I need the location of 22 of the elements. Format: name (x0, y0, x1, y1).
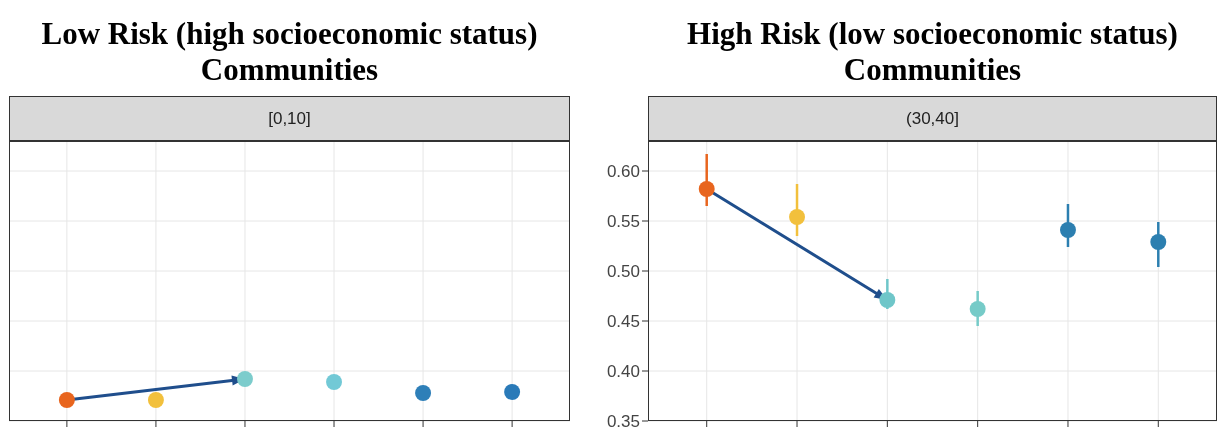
point (147, 392, 164, 408)
point (879, 292, 896, 308)
point (237, 371, 253, 387)
chart-subtitle: [0,10] (9, 96, 570, 141)
point (1060, 222, 1076, 238)
y-tick-label: 0.55 (606, 212, 640, 232)
point (326, 374, 342, 390)
point (789, 209, 805, 225)
chart-subtitle: (30,40] (648, 96, 1217, 141)
point (504, 384, 521, 400)
chart-title: High Risk (low socioeconomic status) Communities (686, 16, 1179, 88)
point (969, 301, 986, 317)
y-tick-label: 0.50 (606, 262, 640, 282)
y-tick-label: 0.45 (606, 312, 640, 332)
point (415, 385, 432, 401)
y-tick-label: 0.40 (606, 362, 640, 382)
point (1150, 234, 1167, 250)
chart-title: Low Risk (high socioeconomic status) Communities (40, 16, 539, 88)
point (698, 181, 715, 197)
point (58, 392, 75, 408)
y-tick-label: 0.35 (606, 412, 640, 432)
y-tick-label: 0.60 (606, 162, 640, 182)
